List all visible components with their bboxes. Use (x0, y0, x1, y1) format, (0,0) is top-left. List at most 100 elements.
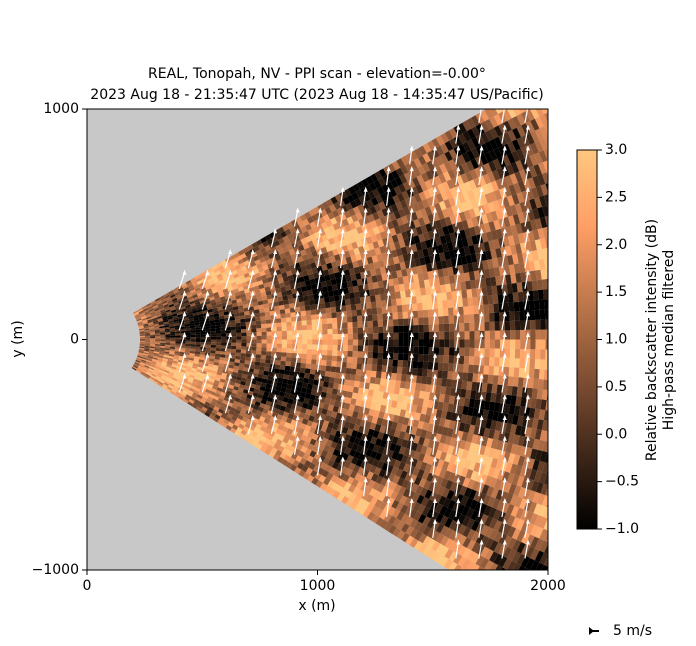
field-cell (175, 339, 181, 342)
field-cell (515, 223, 523, 235)
field-cell (215, 284, 222, 289)
field-cell (325, 232, 333, 240)
field-cell (550, 401, 557, 412)
field-cell (561, 165, 570, 177)
field-cell (178, 395, 185, 401)
field-cell (411, 368, 418, 376)
field-cell (467, 189, 476, 200)
wind-arrow (224, 272, 231, 289)
field-cell (392, 312, 398, 320)
field-cell (160, 334, 166, 337)
field-cell (266, 347, 272, 352)
field-cell (446, 291, 453, 301)
field-cell (417, 398, 424, 407)
field-cell (370, 496, 378, 506)
field-cell (514, 203, 523, 214)
field-cell (569, 371, 575, 382)
field-cell (537, 289, 544, 300)
field-cell (521, 532, 531, 545)
field-cell (279, 365, 286, 370)
field-cell (479, 154, 489, 165)
field-cell (160, 309, 166, 313)
field-cell (374, 423, 382, 432)
field-cell (169, 350, 175, 353)
field-cell (483, 268, 491, 279)
field-cell (238, 366, 245, 371)
field-cell (181, 367, 187, 371)
field-cell (338, 471, 346, 480)
field-cell (516, 282, 523, 293)
field-cell (379, 245, 387, 254)
field-cell (545, 319, 548, 330)
field-cell (443, 171, 452, 182)
field-cell (438, 354, 444, 363)
field-cell (253, 268, 260, 275)
field-cell (530, 548, 540, 561)
field-cell (378, 287, 385, 295)
field-cell (198, 272, 205, 278)
field-cell (355, 481, 364, 490)
field-cell (148, 350, 155, 353)
field-cell (327, 350, 333, 356)
field-cell (336, 355, 343, 362)
field-cell (352, 487, 361, 496)
field-cell (212, 264, 218, 271)
field-cell (449, 339, 455, 348)
field-cell (422, 215, 431, 225)
field-cell (531, 280, 538, 291)
field-cell (265, 383, 272, 389)
field-cell (352, 386, 359, 394)
field-cell (541, 279, 548, 290)
field-cell (422, 361, 429, 370)
field-cell (237, 301, 243, 307)
field-cell (242, 435, 250, 442)
field-cell (138, 325, 144, 328)
field-cell (373, 410, 380, 418)
field-cell (532, 459, 540, 471)
wind-arrow-head (205, 332, 210, 338)
field-cell (307, 474, 315, 483)
field-cell (220, 330, 227, 334)
field-cell (244, 310, 250, 316)
field-cell (325, 365, 332, 372)
field-cell (342, 322, 348, 329)
field-cell (351, 478, 359, 487)
field-cell (172, 387, 178, 392)
field-cell (241, 374, 248, 379)
field-cell (559, 412, 566, 423)
field-cell (402, 488, 411, 498)
field-cell (266, 294, 273, 300)
wind-arrow (224, 376, 231, 393)
field-cell (550, 70, 560, 83)
field-cell (351, 279, 358, 287)
field-cell (161, 374, 168, 379)
field-cell (504, 348, 511, 358)
field-cell (409, 528, 419, 538)
field-cell (331, 317, 338, 324)
field-cell (260, 291, 267, 297)
field-cell (215, 322, 221, 326)
field-cell (370, 505, 379, 515)
field-cell (393, 241, 401, 250)
field-cell (418, 523, 427, 534)
field-cell (329, 371, 336, 378)
field-cell (448, 197, 457, 207)
field-cell (524, 511, 534, 523)
field-cell (229, 418, 236, 425)
field-cell (229, 361, 235, 366)
field-cell (398, 353, 404, 361)
field-cell (184, 396, 190, 402)
field-cell (438, 393, 446, 403)
field-cell (467, 262, 474, 273)
field-cell (484, 516, 493, 527)
field-cell (414, 193, 422, 203)
wind-arrow (201, 293, 209, 310)
field-cell (446, 241, 454, 251)
field-cell (366, 395, 373, 403)
field-cell (152, 319, 158, 322)
field-cell (430, 511, 440, 521)
field-cell (191, 383, 197, 388)
field-cell (287, 339, 293, 344)
field-cell (150, 374, 156, 379)
field-cell (241, 346, 247, 350)
